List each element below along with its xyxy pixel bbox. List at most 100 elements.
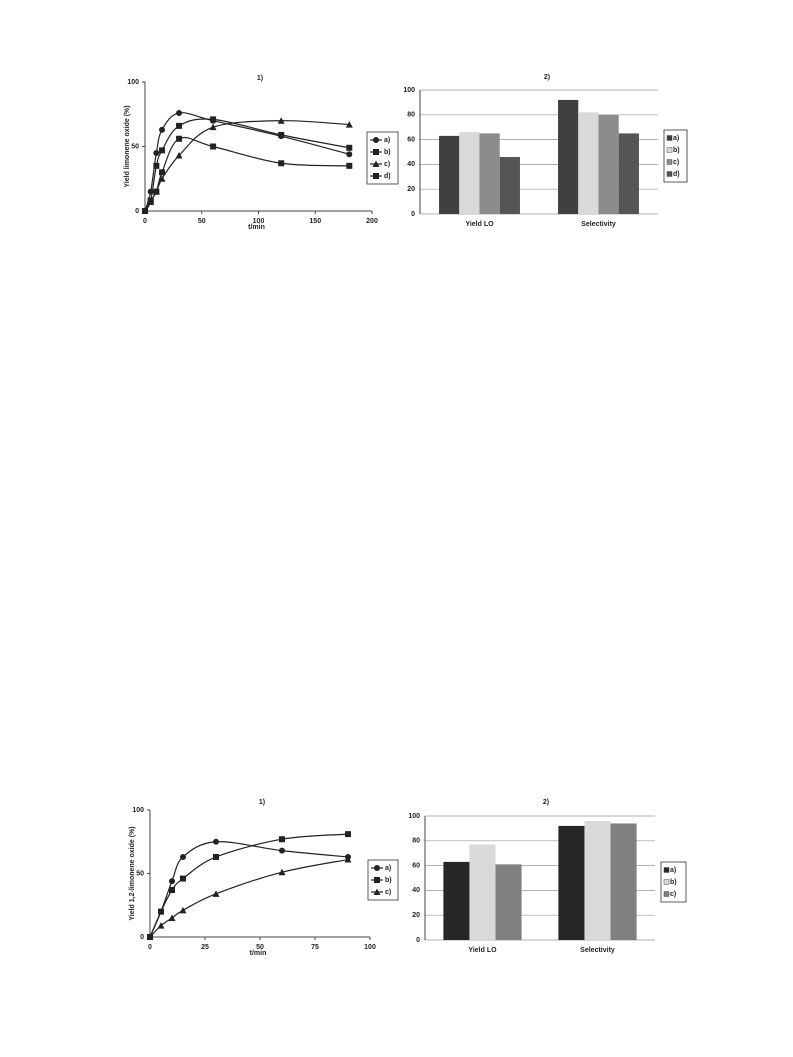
- y-tick-label: 100: [408, 813, 420, 820]
- marker: [180, 853, 186, 860]
- legend-label: c): [385, 889, 391, 896]
- x-tick-label: 50: [198, 218, 206, 225]
- legend-swatch: [666, 147, 673, 153]
- legend-label: c): [384, 161, 390, 168]
- series-line: [149, 841, 349, 938]
- marker: [278, 868, 286, 876]
- marker: [344, 856, 352, 863]
- legend-swatch: [666, 135, 673, 141]
- marker: [159, 147, 166, 154]
- marker: [157, 922, 165, 929]
- marker: [180, 875, 186, 882]
- legend-marker: [373, 888, 381, 895]
- y-tick-label: 100: [403, 87, 415, 94]
- legend-marker: [374, 865, 380, 871]
- marker: [159, 126, 166, 133]
- legend-swatch: [666, 159, 673, 165]
- marker: [169, 887, 175, 894]
- x-axis-label: t/min: [248, 224, 265, 231]
- x-tick-label: Selectivity: [581, 221, 616, 228]
- marker: [279, 847, 285, 854]
- marker: [213, 853, 219, 860]
- series-line: [144, 136, 350, 212]
- bar: [479, 133, 500, 214]
- legend-box: [366, 131, 399, 185]
- legend-label: b): [670, 879, 677, 886]
- y-tick-label: 100: [132, 807, 144, 814]
- x-tick-label: 50: [256, 944, 264, 951]
- marker: [345, 831, 351, 838]
- x-tick-label: 150: [309, 218, 321, 225]
- marker: [279, 836, 285, 843]
- y-axis-label: Yield 1,2-limonene oxide (%): [129, 826, 136, 920]
- bar: [558, 825, 585, 940]
- x-tick-label: 25: [201, 944, 209, 951]
- legend-label: a): [384, 137, 390, 144]
- x-tick-label: 100: [253, 218, 265, 225]
- y-tick-label: 100: [127, 79, 139, 86]
- y-tick-label: 40: [412, 887, 420, 894]
- bar: [610, 823, 637, 940]
- chart-title: 2): [544, 74, 550, 81]
- marker: [345, 121, 353, 128]
- x-tick-label: 100: [364, 944, 376, 951]
- marker: [346, 151, 353, 158]
- x-tick-label: 0: [143, 218, 147, 225]
- series-line: [144, 112, 350, 212]
- legend-label: a): [673, 135, 679, 142]
- marker: [147, 197, 154, 204]
- marker: [212, 890, 220, 897]
- legend-marker: [372, 160, 380, 167]
- y-tick-label: 0: [135, 208, 139, 215]
- chart-title: 2): [543, 799, 549, 806]
- marker: [169, 878, 175, 885]
- x-tick-label: 0: [148, 944, 152, 951]
- y-tick-label: 60: [407, 136, 415, 143]
- x-axis-label: t/min: [250, 950, 267, 957]
- marker: [278, 131, 285, 138]
- marker: [210, 143, 217, 150]
- bar: [443, 861, 470, 940]
- legend-marker: [373, 137, 379, 143]
- legend-marker: [374, 877, 380, 883]
- x-tick-label: 75: [311, 944, 319, 951]
- marker: [142, 208, 148, 214]
- legend-swatch: [663, 867, 670, 873]
- bar: [584, 820, 611, 940]
- chart-title: 1): [259, 799, 265, 806]
- y-tick-label: 0: [411, 211, 415, 218]
- marker: [209, 123, 217, 131]
- y-tick-label: 60: [412, 862, 420, 869]
- y-tick-label: 50: [131, 143, 139, 150]
- legend-label: a): [670, 867, 676, 874]
- y-tick-label: 20: [412, 912, 420, 919]
- bar: [598, 114, 619, 214]
- bar: [459, 132, 480, 214]
- chart-title: 1): [257, 75, 263, 82]
- marker: [168, 914, 176, 921]
- bar: [495, 864, 522, 940]
- marker: [278, 160, 285, 167]
- x-tick-label: Yield LO: [468, 947, 497, 954]
- x-tick-label: Yield LO: [465, 221, 494, 228]
- bar: [499, 156, 520, 214]
- marker: [176, 122, 183, 129]
- marker: [153, 162, 160, 169]
- legend-box: [663, 129, 688, 183]
- marker: [176, 135, 183, 142]
- marker: [153, 188, 160, 195]
- y-axis-label: Yield limonene oxide (%): [124, 105, 131, 187]
- y-tick-label: 0: [416, 937, 420, 944]
- marker: [346, 144, 353, 151]
- marker: [158, 175, 166, 182]
- bar: [558, 99, 579, 214]
- x-tick-label: 200: [366, 218, 378, 225]
- y-tick-label: 40: [407, 161, 415, 168]
- legend-label: d): [384, 173, 391, 180]
- marker: [277, 117, 285, 124]
- y-tick-label: 50: [136, 870, 144, 877]
- legend-marker: [373, 149, 379, 155]
- legend-label: b): [385, 877, 392, 884]
- legend-label: c): [673, 159, 679, 166]
